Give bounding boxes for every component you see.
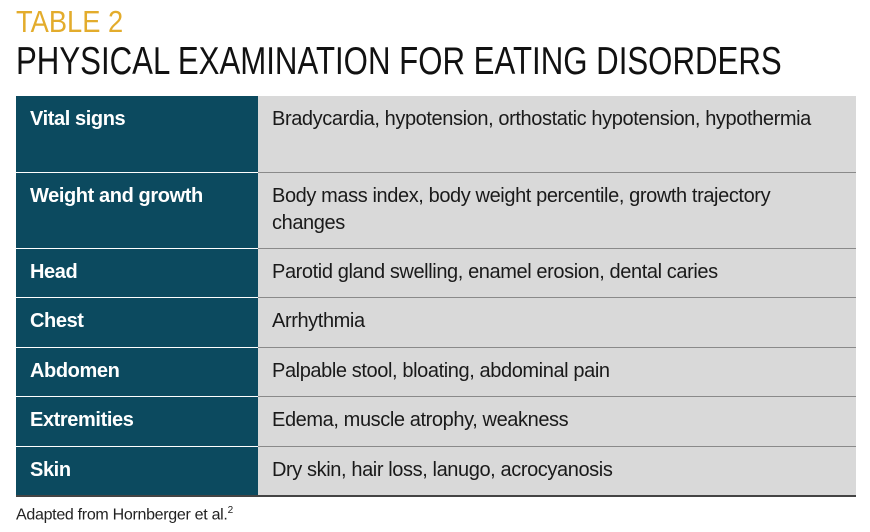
row-header: Head	[16, 247, 258, 298]
table-title: PHYSICAL EXAMINATION FOR EATING DISORDER…	[16, 40, 782, 83]
row-header: Chest	[16, 297, 258, 347]
row-findings: Bradycardia, hypotension, orthostatic hy…	[258, 96, 856, 172]
table-row: Chest Arrhythmia	[16, 297, 856, 347]
table-row: Vital signs Bradycardia, hypotension, ort…	[16, 96, 856, 172]
row-header: Extremities	[16, 396, 258, 446]
row-findings: Palpable stool, bloating, abdominal pain	[258, 346, 856, 397]
table-row: Abdomen Palpable stool, bloating, abdomin…	[16, 346, 856, 397]
footnote-text: Adapted from Hornberger et al.	[16, 506, 228, 524]
table-row: Weight and growth Body mass index, body w…	[16, 171, 856, 248]
row-findings: Dry skin, hair loss, lanugo, acrocyanosi…	[258, 445, 856, 496]
footnote-ref: 2	[227, 505, 234, 516]
row-header: Skin	[16, 445, 258, 496]
row-findings: Body mass index, body weight percentile,…	[258, 171, 856, 248]
row-header: Weight and growth	[16, 171, 258, 248]
exam-table: Vital signs Bradycardia, hypotension, ort…	[16, 96, 856, 497]
footnote: Adapted from Hornberger et al.2	[16, 505, 233, 524]
row-findings: Edema, muscle atrophy, weakness	[258, 396, 856, 446]
table-label: TABLE 2	[16, 4, 124, 39]
row-findings: Parotid gland swelling, enamel erosion, …	[258, 247, 856, 298]
row-header: Abdomen	[16, 346, 258, 397]
row-findings: Arrhythmia	[258, 297, 856, 347]
row-header: Vital signs	[16, 96, 258, 172]
table-row: Skin Dry skin, hair loss, lanugo, acrocya…	[16, 445, 856, 496]
table-row: Extremities Edema, muscle atrophy, weakne…	[16, 396, 856, 446]
table-row: Head Parotid gland swelling, enamel erosi…	[16, 247, 856, 298]
